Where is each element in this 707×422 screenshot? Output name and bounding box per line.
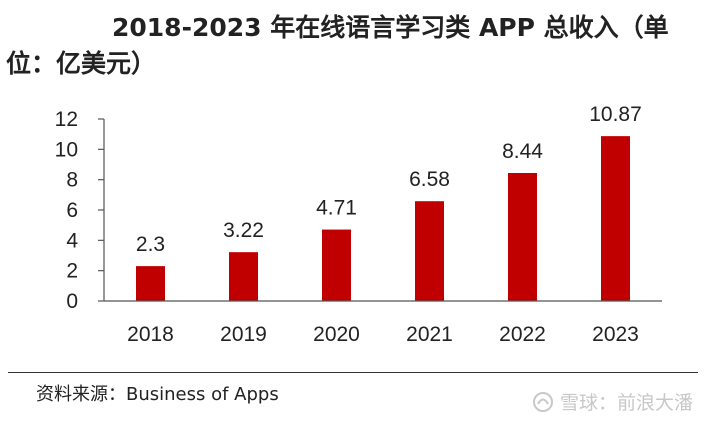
x-tick-label-2023: 2023 — [592, 323, 639, 346]
x-tick-label-2018: 2018 — [127, 323, 174, 346]
source-divider — [8, 372, 698, 373]
chart-title: 2018-2023 年在线语言学习类 APP 总收入（单位：亿美元） — [6, 13, 669, 78]
watermark-text: 雪球：前浪大潘 — [559, 392, 693, 414]
snowball-logo-icon — [532, 391, 553, 412]
x-tick-label-2020: 2020 — [313, 323, 360, 346]
data-label-2023: 10.87 — [589, 103, 642, 126]
bar-2018 — [136, 266, 165, 301]
x-tick-label-2022: 2022 — [499, 323, 546, 346]
x-axis: 2018 2019 2020 2021 2022 2023 — [104, 300, 662, 346]
bar-2021 — [415, 201, 444, 301]
y-tick-label: 4 — [66, 229, 78, 252]
data-label-2022: 8.44 — [502, 140, 543, 163]
bar-2020 — [322, 229, 351, 301]
source-note: 资料来源：Business of Apps — [36, 384, 279, 405]
x-tick-label-2019: 2019 — [220, 323, 267, 346]
x-tick-label-2021: 2021 — [406, 323, 453, 346]
y-tick-label: 10 — [55, 138, 78, 161]
y-tick-label: 12 — [55, 108, 78, 131]
bar-2019 — [229, 252, 258, 301]
data-label-2021: 6.58 — [409, 168, 450, 191]
data-label-2020: 4.71 — [316, 197, 357, 220]
y-axis: 0 2 4 6 8 10 12 — [55, 108, 105, 313]
data-label-2018: 2.3 — [136, 233, 165, 256]
bars: 2.3 3.22 4.71 6.58 8.44 10.87 — [136, 103, 642, 301]
y-tick-label: 8 — [66, 169, 78, 192]
data-label-2019: 3.22 — [223, 219, 264, 242]
bar-2023 — [601, 136, 630, 301]
y-tick-label: 2 — [66, 260, 78, 283]
watermark: 雪球：前浪大潘 — [532, 388, 693, 415]
bar-2022 — [508, 172, 537, 301]
y-tick-label: 0 — [66, 290, 78, 313]
y-tick-label: 6 — [66, 199, 78, 222]
